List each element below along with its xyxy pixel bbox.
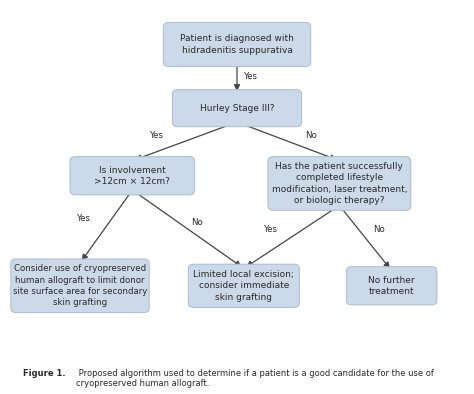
Text: No: No <box>305 132 317 141</box>
FancyBboxPatch shape <box>173 90 301 127</box>
Text: Is involvement
>12cm × 12cm?: Is involvement >12cm × 12cm? <box>94 165 170 186</box>
Text: No further
treatment: No further treatment <box>368 275 415 296</box>
FancyBboxPatch shape <box>268 157 411 210</box>
Text: Yes: Yes <box>150 132 164 141</box>
Text: Yes: Yes <box>76 214 91 223</box>
FancyBboxPatch shape <box>163 22 311 67</box>
Text: No: No <box>191 217 203 227</box>
Text: Consider use of cryopreserved
human allograft to limit donor
site surface area f: Consider use of cryopreserved human allo… <box>13 264 147 307</box>
FancyBboxPatch shape <box>70 157 195 195</box>
Text: No: No <box>374 225 385 234</box>
Text: Yes: Yes <box>244 72 258 81</box>
Text: Figure 1.: Figure 1. <box>23 369 66 378</box>
FancyBboxPatch shape <box>11 259 149 313</box>
FancyBboxPatch shape <box>346 267 437 305</box>
Text: Proposed algorithm used to determine if a patient is a good candidate for the us: Proposed algorithm used to determine if … <box>76 369 434 388</box>
Text: Yes: Yes <box>264 225 278 234</box>
Text: Hurley Stage III?: Hurley Stage III? <box>200 104 274 113</box>
Text: Limited local excision;
consider immediate
skin grafting: Limited local excision; consider immedia… <box>193 270 294 302</box>
Text: Has the patient successfully
completed lifestyle
modification, laser treatment,
: Has the patient successfully completed l… <box>272 162 407 205</box>
FancyBboxPatch shape <box>188 264 300 307</box>
Text: Patient is diagnosed with
hidradenitis suppurativa: Patient is diagnosed with hidradenitis s… <box>180 34 294 55</box>
